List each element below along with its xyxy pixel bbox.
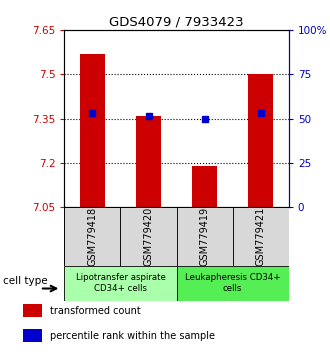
Bar <box>22 329 42 342</box>
Bar <box>64 207 120 266</box>
Bar <box>177 207 233 266</box>
Text: Leukapheresis CD34+
cells: Leukapheresis CD34+ cells <box>185 274 280 293</box>
Title: GDS4079 / 7933423: GDS4079 / 7933423 <box>109 16 244 29</box>
Text: GSM779421: GSM779421 <box>256 207 266 266</box>
Text: GSM779418: GSM779418 <box>87 207 97 266</box>
Text: transformed count: transformed count <box>50 306 141 316</box>
Text: percentile rank within the sample: percentile rank within the sample <box>50 331 215 341</box>
Bar <box>233 207 289 266</box>
Bar <box>177 266 289 301</box>
Bar <box>64 266 177 301</box>
Bar <box>192 166 217 207</box>
Bar <box>22 304 42 317</box>
Text: GSM779420: GSM779420 <box>144 207 153 266</box>
Text: GSM779419: GSM779419 <box>200 207 210 266</box>
Bar <box>80 54 105 207</box>
Text: Lipotransfer aspirate
CD34+ cells: Lipotransfer aspirate CD34+ cells <box>76 274 165 293</box>
Text: cell type: cell type <box>3 276 48 286</box>
Bar <box>248 74 273 207</box>
Bar <box>120 207 177 266</box>
Bar <box>136 116 161 207</box>
